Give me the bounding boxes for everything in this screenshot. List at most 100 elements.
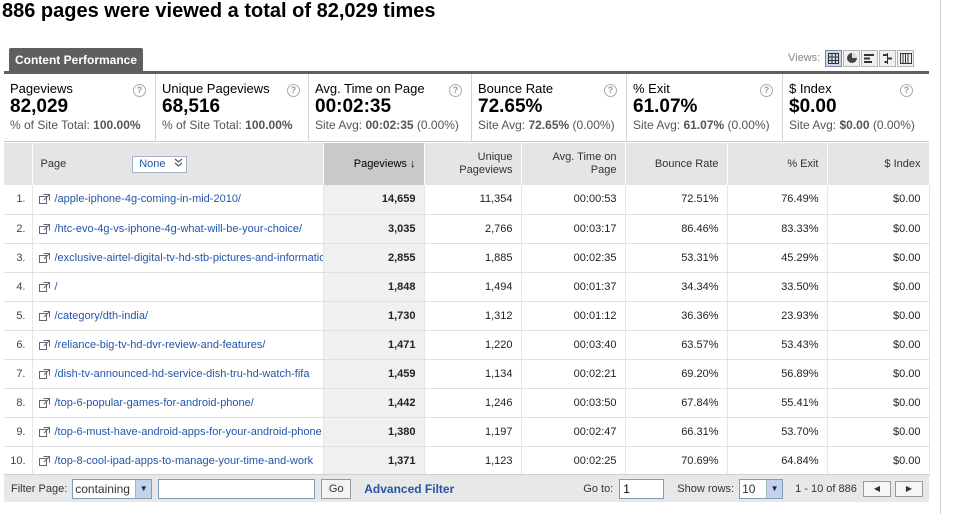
dollar-index-cell: $0.00 [827,185,930,215]
filter-page-input[interactable] [158,478,316,499]
scorecard-subtitle: % of Site Total: 100.00% [162,118,293,132]
page-link[interactable]: /exclusive-airtel-digital-tv-hd-stb-pict… [54,251,323,264]
help-icon[interactable]: ? [900,84,913,97]
next-page-button[interactable]: ▶ [894,480,923,497]
bounce-rate-cell: 86.46% [625,214,728,244]
performance-view-icon[interactable] [861,49,879,67]
filter-mode-select[interactable]: containing ▼ [72,478,153,499]
dollar-index-cell: $0.00 [827,417,930,447]
filter-go-button[interactable]: Go [321,478,352,499]
open-page-icon[interactable] [38,339,55,351]
row-number: 9. [4,417,33,447]
open-page-icon[interactable] [38,193,55,205]
help-icon[interactable]: ? [449,84,462,97]
page-cell: /top-6-popular-games-for-android-phone/ [32,388,324,418]
filter-mode-value: containing [75,481,130,496]
pageviews-cell: 14,659 [323,185,425,215]
page-link[interactable]: /top-6-must-have-android-apps-for-your-a… [54,425,322,438]
segment-dropdown[interactable]: None [132,155,187,173]
bounce-rate-cell: 34.34% [625,272,728,302]
header-avg-time[interactable]: Avg. Time on Page [521,143,626,185]
row-number: 5. [4,301,33,331]
page-link[interactable]: /category/dth-india/ [54,309,149,322]
pie-view-icon[interactable] [843,49,861,67]
avg-time-cell: 00:00:53 [521,185,626,215]
page-link[interactable]: /dish-tv-announced-hd-service-dish-tru-h… [54,367,310,380]
table-header-row: Page None Pageviews ↓ Unique Pageviews A… [4,143,930,185]
advanced-filter-link[interactable]: Advanced Filter [364,481,455,496]
exit-cell: 33.50% [727,272,828,302]
chevron-down-icon: ▼ [135,479,152,498]
help-icon[interactable]: ? [760,84,773,97]
goto-page-input[interactable] [619,478,665,499]
previous-page-button[interactable]: ◀ [862,480,891,497]
unique-pageviews-cell: 1,123 [424,446,522,476]
table-row: 2. /htc-evo-4g-vs-iphone-4g-what-will-be-… [4,214,930,244]
scorecard-subtitle: Site Avg: 72.65% (0.00%) [478,118,615,132]
dollar-index-cell: $0.00 [827,446,930,476]
scorecard-title: $ Index [789,81,832,96]
unique-pageviews-cell: 1,220 [424,330,522,360]
exit-cell: 56.89% [727,359,828,389]
scorecard-value: 72.65% [478,96,543,117]
unique-pageviews-cell: 1,246 [424,388,522,418]
row-number: 1. [4,185,33,215]
header-unique-pageviews[interactable]: Unique Pageviews [424,143,522,185]
unique-pageviews-cell: 1,494 [424,272,522,302]
page-link[interactable]: /apple-iphone-4g-coming-in-mid-2010/ [54,193,242,206]
avg-time-cell: 00:02:21 [521,359,626,389]
page-link[interactable]: /htc-evo-4g-vs-iphone-4g-what-will-be-yo… [54,222,303,235]
page-link[interactable]: /top-6-popular-games-for-android-phone/ [54,396,254,409]
pageviews-cell: 1,380 [323,417,425,447]
pageviews-cell: 1,442 [323,388,425,418]
header-bounce-rate[interactable]: Bounce Rate [625,143,728,185]
exit-cell: 83.33% [727,214,828,244]
open-page-icon[interactable] [38,397,55,409]
open-page-icon[interactable] [38,223,55,235]
header-exit[interactable]: % Exit [727,143,828,185]
row-number: 4. [4,272,33,302]
pivot-view-icon[interactable] [897,49,915,67]
avg-time-cell: 00:02:47 [521,417,626,447]
scorecard-value: 68,516 [162,96,221,117]
page-link[interactable]: / [54,280,58,293]
scorecard-unique-pageviews: Unique Pageviews 68,516 % of Site Total:… [156,74,309,142]
tab-content-performance[interactable]: Content Performance [9,48,143,72]
open-page-icon[interactable] [38,455,55,467]
scorecard-subtitle: Site Avg: 61.07% (0.00%) [633,118,770,132]
exit-cell: 55.41% [727,388,828,418]
page-right-divider [940,0,941,514]
help-icon[interactable]: ? [604,84,617,97]
help-icon[interactable]: ? [133,84,146,97]
scorecard-title: % Exit [633,81,670,96]
row-number: 3. [4,243,33,273]
header-page-label[interactable]: Page [40,157,67,170]
bounce-rate-cell: 72.51% [625,185,728,215]
help-icon[interactable]: ? [287,84,300,97]
page-cell: /exclusive-airtel-digital-tv-hd-stb-pict… [32,243,324,273]
open-page-icon[interactable] [38,426,55,438]
page-link[interactable]: /reliance-big-tv-hd-dvr-review-and-featu… [54,338,266,351]
table-view-icon[interactable] [825,49,843,67]
bounce-rate-cell: 36.36% [625,301,728,331]
unique-pageviews-cell: 11,354 [424,185,522,215]
exit-cell: 23.93% [727,301,828,331]
sort-arrow-icon: ↓ [410,157,416,170]
scorecard-subtitle: Site Avg: $0.00 (0.00%) [789,118,915,132]
show-rows-select[interactable]: 10 ▼ [739,478,784,499]
table-row: 10. /top-8-cool-ipad-apps-to-manage-your-… [4,446,930,476]
scorecard-value: 61.07% [633,96,698,117]
page-link[interactable]: /top-8-cool-ipad-apps-to-manage-your-tim… [54,454,314,467]
comparison-view-icon[interactable] [879,49,897,67]
open-page-icon[interactable] [38,252,55,264]
open-page-icon[interactable] [38,281,55,293]
open-page-icon[interactable] [38,310,55,322]
scorecard-exit: % Exit 61.07% Site Avg: 61.07% (0.00%) ? [627,74,783,142]
row-number: 10. [4,446,33,476]
dollar-index-cell: $0.00 [827,388,930,418]
header-dollar-index[interactable]: $ Index [827,143,930,185]
scorecard-subtitle: % of Site Total: 100.00% [10,118,141,132]
open-page-icon[interactable] [38,368,55,380]
avg-time-cell: 00:03:40 [521,330,626,360]
header-pageviews[interactable]: Pageviews ↓ [323,143,425,185]
